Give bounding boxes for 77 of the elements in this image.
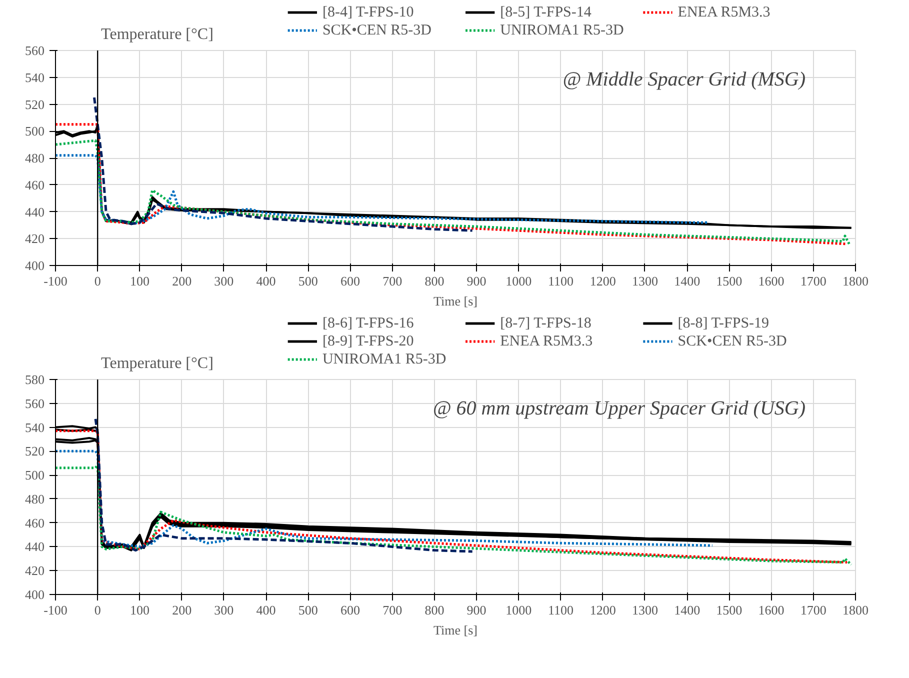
- legend-label: SCK•CEN R5-3D: [678, 334, 787, 350]
- x-tick-label: 100: [130, 274, 150, 288]
- legend-label: SCK•CEN R5-3D: [322, 22, 432, 38]
- legend-label: [8-4] T-FPS-10: [322, 4, 414, 20]
- x-axis-title: Time [s]: [434, 294, 478, 308]
- x-tick-label: 1500: [716, 602, 742, 618]
- y-tick-label: 480: [25, 491, 44, 506]
- y-tick-label: 560: [25, 396, 44, 411]
- x-tick-label: 500: [298, 602, 318, 618]
- y-tick-label: 540: [25, 420, 44, 435]
- legend-label: [8-9] T-FPS-20: [322, 334, 414, 350]
- annotation: @ 60 mm upstream Upper Spacer Grid (USG): [432, 398, 806, 420]
- y-tick-label: 500: [25, 124, 44, 139]
- y-tick-label: 460: [25, 177, 44, 192]
- x-tick-label: 1100: [548, 274, 574, 288]
- x-tick-label: 500: [298, 274, 318, 288]
- y-axis-title: Temperature [°C]: [101, 26, 214, 43]
- x-tick-label: 1600: [758, 274, 784, 288]
- legend-label: UNIROMA1 R5-3D: [322, 352, 446, 368]
- x-tick-label: 200: [172, 602, 192, 618]
- y-axis-title: Temperature [°C]: [101, 355, 214, 372]
- annotation: @ Middle Spacer Grid (MSG): [562, 68, 806, 90]
- x-tick-label: 1200: [590, 602, 616, 618]
- x-tick-label: 1800: [842, 602, 868, 618]
- x-axis-title: Time [s]: [434, 622, 478, 638]
- y-tick-label: 400: [25, 587, 44, 602]
- y-tick-label: 440: [25, 204, 44, 220]
- x-tick-label: -100: [44, 602, 68, 618]
- x-tick-label: 700: [382, 274, 402, 288]
- x-tick-label: 100: [130, 602, 150, 618]
- legend-label: [8-8] T-FPS-19: [678, 316, 770, 332]
- x-tick-label: 1600: [758, 602, 784, 618]
- x-tick-label: 1500: [716, 274, 742, 288]
- x-tick-label: 1400: [674, 602, 700, 618]
- legend-label: UNIROMA1 R5-3D: [500, 22, 624, 38]
- x-tick-label: 1100: [548, 602, 574, 618]
- x-tick-label: 1000: [506, 602, 532, 618]
- x-tick-label: 900: [466, 602, 486, 618]
- y-tick-label: 460: [25, 515, 44, 530]
- x-tick-label: 1200: [590, 274, 616, 288]
- x-tick-label: 1700: [800, 602, 826, 618]
- x-tick-label: 1800: [842, 274, 868, 288]
- y-tick-label: 480: [25, 150, 44, 166]
- x-tick-label: 200: [172, 274, 192, 288]
- legend-label: [8-7] T-FPS-18: [500, 316, 592, 332]
- x-tick-label: 800: [424, 274, 444, 288]
- x-tick-label: 0: [94, 602, 101, 618]
- y-tick-label: 560: [25, 43, 44, 58]
- x-tick-label: 1700: [800, 274, 826, 288]
- x-tick-label: 800: [424, 602, 444, 618]
- y-tick-label: 400: [25, 258, 44, 273]
- x-tick-label: 700: [382, 602, 402, 618]
- y-tick-label: 440: [25, 539, 44, 554]
- x-tick-label: 0: [94, 274, 101, 288]
- y-tick-label: 540: [25, 70, 44, 85]
- x-tick-label: 1300: [632, 602, 658, 618]
- legend-label: [8-6] T-FPS-16: [322, 316, 414, 332]
- x-tick-label: 400: [256, 274, 276, 288]
- x-tick-label: 600: [340, 602, 360, 618]
- x-tick-label: 1300: [632, 274, 658, 288]
- y-tick-label: 520: [25, 444, 44, 459]
- x-tick-label: 300: [214, 274, 234, 288]
- legend-label: [8-5] T-FPS-14: [500, 4, 592, 20]
- y-tick-label: 420: [25, 563, 44, 578]
- y-tick-label: 500: [25, 468, 44, 483]
- legend-label: ENEA R5M3.3: [500, 334, 593, 350]
- x-tick-label: 1000: [506, 274, 532, 288]
- x-tick-label: 400: [256, 602, 276, 618]
- x-tick-label: 300: [214, 602, 234, 618]
- y-tick-label: 520: [25, 96, 44, 112]
- legend-label: ENEA R5M3.3: [678, 4, 770, 20]
- x-tick-label: -100: [44, 274, 68, 288]
- y-tick-label: 420: [25, 231, 44, 246]
- x-tick-label: 900: [466, 274, 486, 288]
- x-tick-label: 600: [340, 274, 360, 288]
- x-tick-label: 1400: [674, 274, 700, 288]
- y-tick-label: 580: [25, 372, 44, 387]
